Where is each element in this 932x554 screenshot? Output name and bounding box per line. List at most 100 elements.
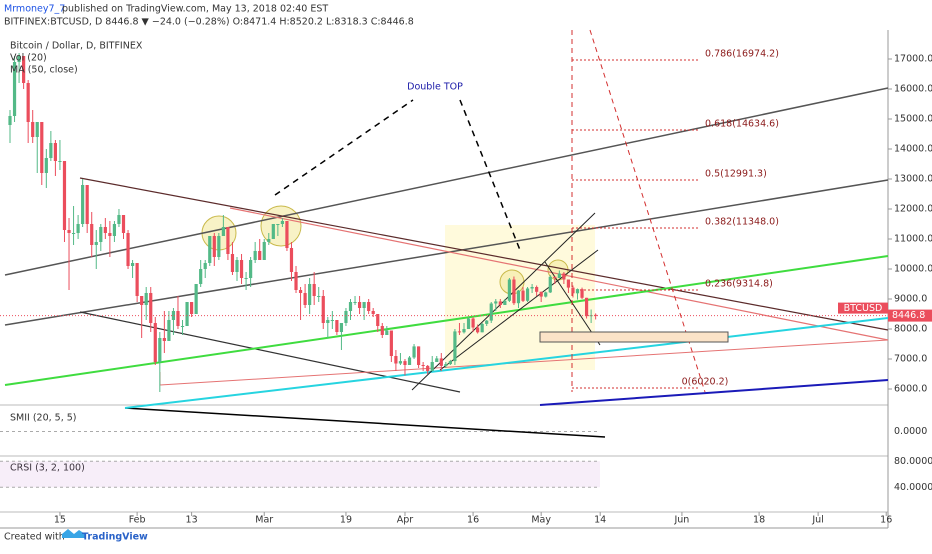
candle-body bbox=[525, 288, 530, 301]
trend-line bbox=[124, 407, 606, 438]
candle-body bbox=[476, 327, 480, 333]
candle-body bbox=[480, 323, 484, 333]
candle-body bbox=[22, 56, 26, 83]
y-tick-label: 12000.0 bbox=[894, 204, 932, 215]
candle-body bbox=[35, 122, 39, 137]
candle-body bbox=[539, 291, 543, 297]
candle-body bbox=[31, 122, 35, 137]
quote: BITFINEX:BTCUSD, D 8446.8 ▼ −24.0 (−0.28… bbox=[4, 17, 414, 28]
candle-body bbox=[507, 279, 511, 301]
candle-body bbox=[162, 338, 166, 341]
candle-body bbox=[557, 273, 561, 278]
fib-label: 0.618(14634.6) bbox=[705, 119, 779, 130]
candle-body bbox=[203, 263, 207, 269]
candle-body bbox=[435, 358, 439, 362]
candle-body bbox=[12, 62, 17, 116]
candle-body bbox=[121, 215, 126, 233]
y-tick-label: 80.0000 bbox=[894, 456, 932, 467]
candle-body bbox=[276, 224, 280, 225]
candle-body bbox=[339, 323, 344, 332]
drawing bbox=[539, 379, 889, 406]
candle-body bbox=[262, 242, 266, 260]
drawing bbox=[4, 87, 889, 276]
footer-brand: TradingView bbox=[82, 532, 148, 543]
candle-body bbox=[267, 239, 271, 242]
candle-body bbox=[208, 236, 212, 263]
candle-body bbox=[412, 346, 416, 358]
candle-body bbox=[90, 224, 94, 245]
candle-body bbox=[321, 296, 325, 323]
candle-body bbox=[430, 362, 434, 371]
y-tick-label: 11000.0 bbox=[894, 234, 932, 245]
candle-body bbox=[353, 302, 357, 303]
candle-body bbox=[285, 221, 289, 248]
candle-body bbox=[244, 278, 248, 279]
candle-body bbox=[271, 224, 275, 239]
annotation: Double TOP bbox=[407, 82, 463, 93]
candle-body bbox=[190, 302, 194, 314]
candle-body bbox=[389, 330, 393, 356]
candle-body bbox=[49, 143, 53, 158]
candle-body bbox=[85, 185, 89, 224]
candle-body bbox=[444, 364, 448, 366]
candle-body bbox=[81, 185, 85, 224]
band bbox=[0, 461, 600, 488]
candle-body bbox=[62, 161, 67, 230]
candle-body bbox=[357, 302, 362, 308]
y-tick-label: 9000.0 bbox=[894, 294, 927, 305]
price-label: 8446.8 bbox=[892, 310, 925, 321]
candle-body bbox=[76, 224, 80, 233]
x-tick-label: 18 bbox=[753, 515, 765, 526]
candle-body bbox=[153, 323, 157, 362]
y-tick-label: 14000.0 bbox=[894, 144, 932, 155]
candle-body bbox=[239, 260, 244, 278]
candle-body bbox=[140, 296, 144, 305]
author: Mrmoney7_7 bbox=[4, 4, 65, 15]
candle-body bbox=[294, 272, 298, 290]
candle-body bbox=[512, 279, 516, 304]
y-tick-label: 10000.0 bbox=[894, 264, 932, 275]
candle-body bbox=[317, 296, 321, 297]
candle-body bbox=[562, 273, 566, 280]
price-tag-bg bbox=[888, 309, 932, 322]
candle-body bbox=[348, 302, 353, 311]
candle-body bbox=[167, 320, 171, 341]
published: published on TradingView.com, May 13, 20… bbox=[62, 4, 328, 15]
candle-body bbox=[221, 227, 225, 236]
y-tick-label: 8000.0 bbox=[894, 324, 927, 335]
candle-body bbox=[571, 287, 575, 294]
candle-body bbox=[58, 161, 62, 162]
candle-body bbox=[258, 251, 262, 260]
candle-body bbox=[280, 221, 284, 224]
x-tick-label: Apr bbox=[397, 515, 414, 526]
candle-body bbox=[212, 236, 216, 257]
y-tick-label: 17000.0 bbox=[894, 54, 932, 65]
candle-body bbox=[453, 331, 457, 362]
drawing bbox=[274, 99, 414, 196]
price-symbol: BTCUSD bbox=[844, 303, 883, 314]
candle-body bbox=[535, 287, 539, 292]
candle-body bbox=[194, 284, 198, 314]
fib-label: 0.5(12991.3) bbox=[705, 169, 767, 180]
x-tick-label: 15 bbox=[54, 515, 66, 526]
candle-body bbox=[580, 289, 584, 298]
candle-body bbox=[421, 365, 425, 366]
candle-body bbox=[553, 276, 557, 278]
x-tick-label: Mar bbox=[255, 515, 273, 526]
candle-body bbox=[303, 293, 307, 305]
candle-body bbox=[594, 314, 598, 316]
candle-body bbox=[199, 269, 203, 284]
candle-body bbox=[417, 346, 421, 365]
fib-label: 0.786(16974.2) bbox=[705, 49, 779, 60]
candle-body bbox=[448, 361, 452, 365]
x-tick-label: May bbox=[531, 515, 551, 526]
chart-title: Bitcoin / Dollar, D, BITFINEX bbox=[10, 41, 143, 52]
y-tick-label: 15000.0 bbox=[894, 114, 932, 125]
y-tick-label: 7000.0 bbox=[894, 354, 927, 365]
candle-body bbox=[485, 320, 489, 324]
drawing bbox=[79, 311, 461, 393]
candle-body bbox=[575, 289, 580, 294]
legend-entry: MA (50, close) bbox=[10, 65, 78, 76]
price-tag-bg bbox=[838, 302, 888, 314]
candle-body bbox=[403, 361, 407, 365]
